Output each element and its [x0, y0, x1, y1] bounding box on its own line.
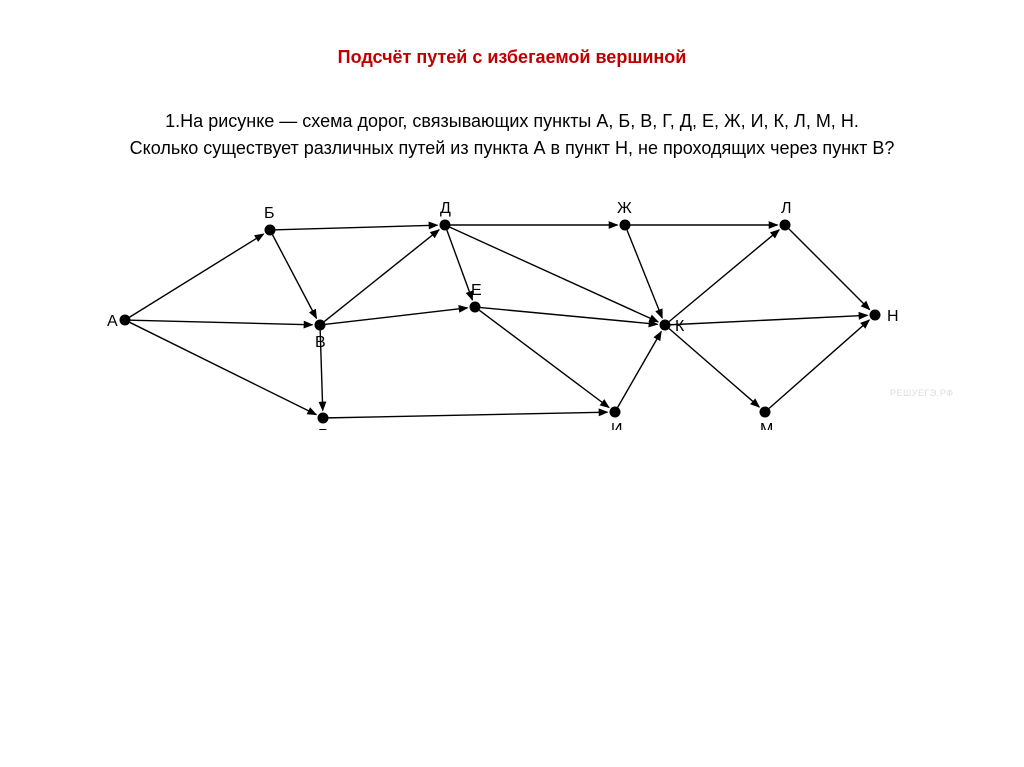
graph-node [470, 302, 481, 313]
graph-node-label: Е [471, 282, 482, 299]
graph-node-label: Д [440, 200, 451, 217]
graph-node [780, 220, 791, 231]
watermark: РЕШУЕГЭ.РФ [890, 388, 954, 398]
graph-edge [130, 320, 312, 325]
graph-edge [669, 329, 759, 407]
road-graph-diagram: А Б В Г Д Е Ж И К Л М Н [105, 200, 925, 430]
graph-edge [130, 234, 264, 317]
graph-node [265, 225, 276, 236]
graph-node [318, 413, 329, 424]
graph-edge [328, 412, 607, 418]
graph-edge [325, 308, 467, 325]
graph-node-label: А [107, 313, 118, 330]
graph-edge [669, 230, 779, 322]
graph-edge [789, 229, 870, 310]
graph-edge [627, 230, 662, 318]
graph-edge [324, 230, 439, 322]
graph-node-label: Н [887, 308, 899, 325]
graph-node-label: М [760, 421, 773, 430]
graph-node [660, 320, 671, 331]
problem-line-1: 1.На рисунке — схема дорог, связывающих … [165, 111, 859, 131]
graph-edge [275, 225, 437, 230]
graph-node [610, 407, 621, 418]
graph-node [120, 315, 131, 326]
graph-node-label: И [611, 421, 623, 430]
graph-node-label: Л [781, 200, 792, 217]
graph-node-label: К [675, 318, 685, 335]
page: Подсчёт путей с избегаемой вершиной 1.На… [0, 0, 1024, 767]
graph-node-label: Г [318, 427, 327, 430]
problem-statement: 1.На рисунке — схема дорог, связывающих … [0, 108, 1024, 162]
graph-node [440, 220, 451, 231]
graph-node-label: Ж [617, 200, 632, 217]
graph-node-label: В [315, 334, 326, 351]
graph-node [760, 407, 771, 418]
graph-edge [273, 235, 317, 318]
graph-edge [618, 332, 662, 408]
problem-line-2: Сколько существует различных путей из пу… [130, 138, 895, 158]
graph-edge [479, 310, 609, 407]
page-title: Подсчёт путей с избегаемой вершиной [0, 47, 1024, 68]
graph-edge [447, 230, 473, 300]
graph-node-label: Б [264, 205, 275, 222]
graph-edge [670, 315, 867, 324]
graph-edge [130, 322, 316, 414]
graph-edge [769, 320, 869, 408]
graph-node [315, 320, 326, 331]
graph-node [620, 220, 631, 231]
graph-node [870, 310, 881, 321]
